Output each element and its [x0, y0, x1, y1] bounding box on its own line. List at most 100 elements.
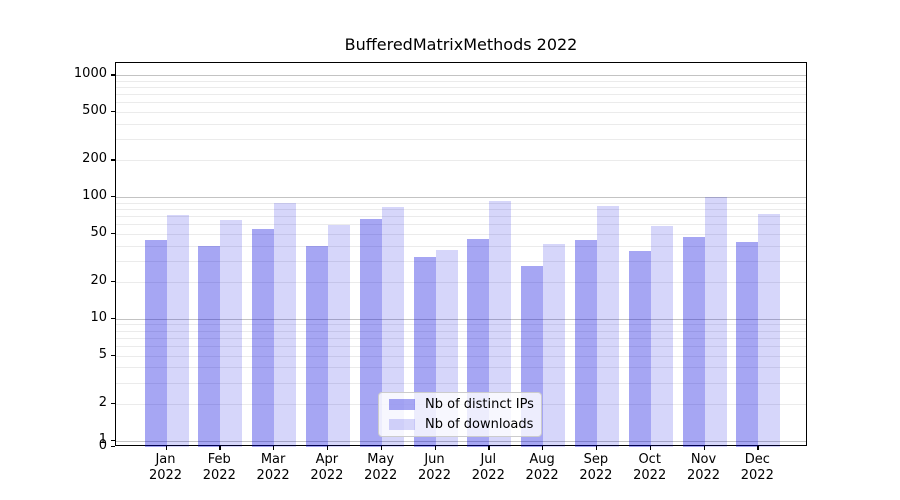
bar-dec-downloads: [758, 214, 781, 447]
x-tick-mark: [595, 446, 598, 450]
x-tick-mark: [488, 446, 490, 450]
x-tick-label-oct: Oct 2022: [633, 452, 667, 483]
x-tick-label-jun: Jun 2022: [417, 452, 452, 483]
y-tick-mark: [111, 317, 115, 320]
gridline-minor: [116, 260, 806, 262]
gridline-major: [116, 440, 806, 442]
y-tick-mark: [111, 439, 115, 441]
x-tick-mark: [326, 446, 329, 450]
gridline-minor: [116, 245, 806, 247]
bar-mar-distinct-ips: [252, 228, 275, 447]
legend-label-downloads: Nb of downloads: [425, 416, 534, 432]
legend-entry-distinct-ips: Nb of distinct IPs: [387, 397, 534, 413]
y-tick-label: 100: [82, 188, 107, 203]
legend: Nb of distinct IPs Nb of downloads: [378, 392, 542, 437]
y-tick-label: 2: [98, 394, 107, 410]
bar-feb-distinct-ips: [198, 245, 221, 447]
x-tick-mark: [649, 446, 652, 450]
x-tick-label-mar: Mar 2022: [256, 452, 290, 483]
y-tick-mark: [111, 74, 115, 76]
gridline-minor: [116, 233, 806, 235]
y-tick-label: 0: [98, 438, 107, 453]
y-tick-mark: [111, 196, 115, 198]
gridline-minor: [116, 123, 806, 125]
x-tick-label-aug: Aug 2022: [525, 452, 559, 483]
y-tick-label: 10: [90, 309, 107, 325]
legend-entry-downloads: Nb of downloads: [387, 417, 533, 433]
gridline-minor: [116, 330, 806, 332]
gridline-minor: [116, 111, 806, 113]
x-tick-label-may: May 2022: [364, 452, 398, 483]
gridline-minor: [116, 94, 806, 96]
bar-nov-distinct-ips: [682, 236, 705, 447]
bar-may-downloads: [381, 206, 404, 447]
y-tick-mark: [111, 281, 115, 283]
y-tick-label: 1000: [73, 66, 107, 82]
y-tick-label: 500: [82, 102, 107, 118]
y-tick-mark: [111, 110, 115, 113]
bar-jan-distinct-ips: [144, 240, 167, 447]
gridline-minor: [116, 87, 806, 88]
x-tick-mark: [542, 446, 544, 450]
gridline-minor: [116, 138, 806, 140]
bar-dec-distinct-ips: [736, 241, 759, 447]
bar-oct-downloads: [650, 225, 673, 447]
bar-may-distinct-ips: [359, 219, 382, 447]
bar-sep-downloads: [596, 206, 619, 447]
y-tick-label: 20: [90, 273, 107, 289]
x-tick-label-feb: Feb 2022: [202, 452, 236, 483]
y-tick-mark: [111, 446, 115, 448]
gridline-minor: [116, 80, 806, 82]
gridline-minor: [116, 337, 806, 339]
gridline-minor: [116, 102, 806, 104]
legend-swatch-downloads: [389, 418, 415, 430]
y-tick-label: 200: [82, 151, 107, 167]
x-tick-label-apr: Apr 2022: [310, 452, 344, 483]
x-tick-mark: [380, 446, 383, 450]
gridline-major: [116, 318, 806, 320]
x-tick-label-jan: Jan 2022: [148, 452, 183, 483]
bar-jan-downloads: [166, 215, 189, 447]
y-tick-label: 5: [98, 346, 107, 362]
bar-aug-downloads: [543, 244, 566, 447]
y-tick-mark: [111, 354, 115, 356]
bar-apr-downloads: [327, 224, 350, 447]
x-tick-mark: [703, 446, 705, 450]
x-tick-label-jul: Jul 2022: [471, 452, 505, 483]
bar-apr-distinct-ips: [305, 245, 328, 447]
y-tick-mark: [111, 159, 115, 161]
bar-mar-downloads: [274, 202, 297, 447]
x-tick-label-sep: Sep 2022: [579, 452, 613, 483]
gridline-major: [116, 75, 806, 77]
gridline-minor: [116, 224, 806, 225]
y-tick-mark: [111, 232, 115, 235]
gridline-minor: [116, 202, 806, 204]
bar-oct-distinct-ips: [628, 251, 651, 447]
bar-sep-distinct-ips: [574, 240, 597, 447]
bar-feb-downloads: [220, 219, 243, 447]
y-tick-label: 1: [98, 431, 107, 447]
x-tick-mark: [273, 446, 275, 450]
gridline-minor: [116, 208, 806, 210]
gridline-minor: [116, 324, 806, 326]
plot-area: [115, 62, 807, 447]
legend-label-distinct-ips: Nb of distinct IPs: [425, 397, 534, 413]
x-tick-mark: [434, 446, 436, 450]
bar-jul-downloads: [489, 200, 512, 447]
gridline-minor: [116, 282, 806, 284]
chart-title: BufferedMatrixMethods 2022: [344, 35, 578, 54]
x-tick-mark: [165, 446, 167, 450]
gridline-minor: [116, 160, 806, 162]
legend-swatch-distinct-ips: [389, 399, 415, 411]
gridline-minor: [116, 355, 806, 357]
bar-nov-downloads: [704, 196, 727, 447]
y-tick-mark: [111, 402, 115, 405]
gridline-minor: [116, 345, 806, 347]
gridline-minor: [116, 382, 806, 384]
x-tick-mark: [219, 446, 221, 450]
gridline-minor: [116, 367, 806, 369]
y-tick-label: 50: [90, 224, 107, 240]
gridline-major: [116, 197, 806, 198]
x-tick-label-nov: Nov 2022: [686, 452, 721, 483]
